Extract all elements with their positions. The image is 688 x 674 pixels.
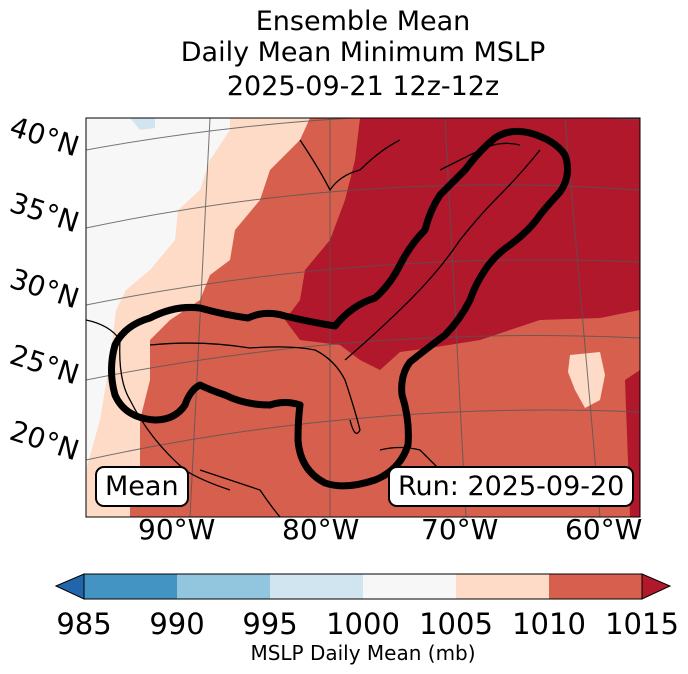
- lon-label-70: 70°W: [421, 513, 499, 546]
- title-line-1: Ensemble Mean: [255, 6, 471, 37]
- mean-contour: [108, 127, 572, 490]
- colorbar-tick-995: 995: [242, 607, 298, 641]
- colorbar-seg-1005: [456, 574, 549, 599]
- colorbar-extend-high: [641, 573, 672, 600]
- colorbar-seg-990: [177, 574, 270, 599]
- colorbar-seg-1010: [549, 574, 642, 599]
- field-1015: [285, 118, 640, 370]
- title-line-2: Daily Mean Minimum MSLP: [180, 37, 546, 68]
- colorbar-tick-985: 985: [56, 607, 112, 641]
- colorbar-tick-1010: 1010: [512, 607, 586, 641]
- title-line-3: 2025-09-21 12z-12z: [226, 71, 500, 102]
- colorbar: [54, 573, 672, 600]
- field-995: [130, 118, 155, 130]
- colorbar-extend-low: [54, 573, 85, 600]
- colorbar-seg-1000: [363, 574, 456, 599]
- colorbar-seg-995: [270, 574, 363, 599]
- map-frame: [85, 117, 641, 518]
- run-label-box: Run: 2025-09-20: [388, 466, 635, 507]
- colorbar-tick-1000: 1000: [326, 607, 400, 641]
- field-1005-island: [568, 352, 605, 408]
- colorbar-seg-985: [84, 574, 177, 599]
- colorbar-tick-990: 990: [149, 607, 205, 641]
- coastlines: [86, 139, 541, 517]
- mean-label-box: Mean: [95, 466, 189, 507]
- colorbar-tick-1005: 1005: [419, 607, 493, 641]
- lon-label-80: 80°W: [282, 513, 360, 546]
- colorbar-label: MSLP Daily Mean (mb): [250, 641, 476, 665]
- lon-label-90: 90°W: [138, 513, 216, 546]
- mslp-field: [86, 118, 640, 517]
- colorbar-tick-1015: 1015: [605, 607, 679, 641]
- lon-label-60: 60°W: [565, 513, 643, 546]
